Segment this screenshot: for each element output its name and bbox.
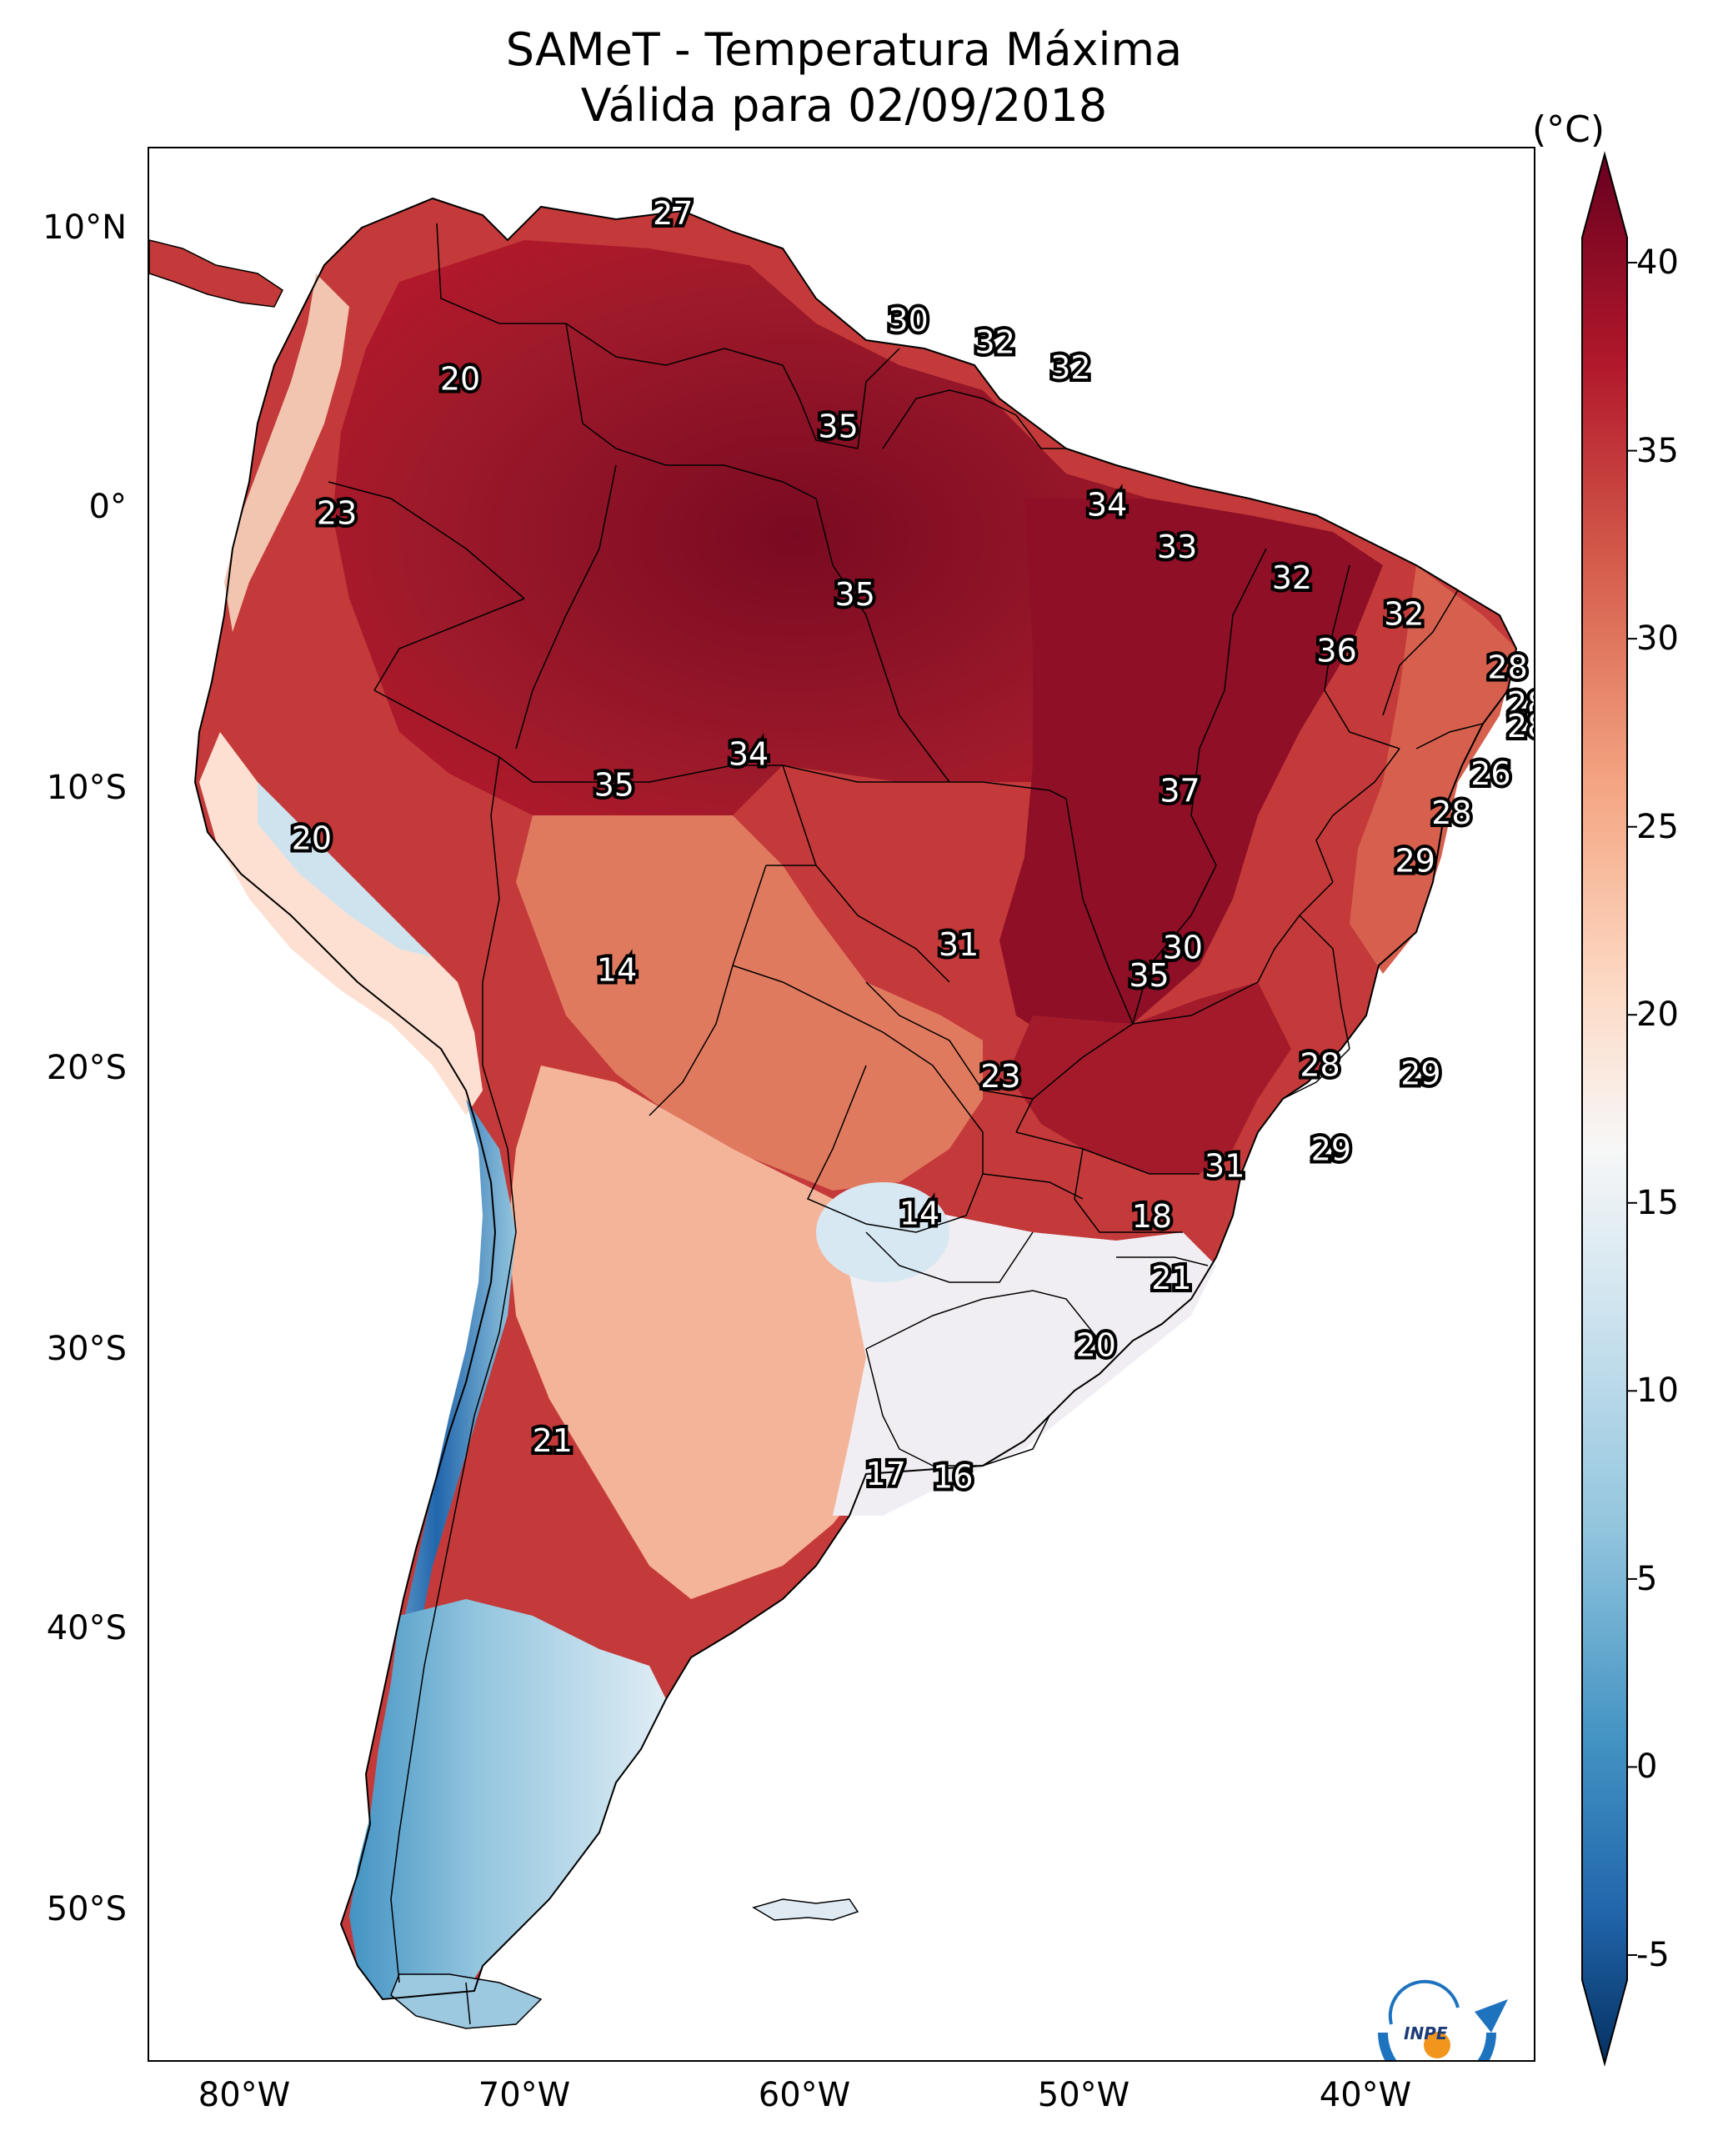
lat-label-10n: 10°N — [43, 208, 127, 247]
temperature-label: 32 — [1272, 559, 1312, 596]
colorbar-tick-label: 15 — [1636, 1183, 1679, 1222]
colorbar-ticks — [1627, 262, 1637, 1956]
temperature-label: 18 — [1132, 1198, 1172, 1235]
map-subtitle: Válida para 02/09/2018 — [580, 79, 1108, 132]
region-patagonia — [349, 1599, 666, 1999]
temperature-label: 28 — [1431, 795, 1471, 831]
temperature-label: 31 — [1205, 1148, 1245, 1185]
temperature-label: 14 — [899, 1196, 939, 1232]
temperature-label: 34 — [1087, 487, 1127, 524]
map-panel: 2730323220353423333235323628282834263537… — [148, 147, 1535, 2062]
temperature-label: 33 — [1157, 529, 1197, 565]
temperature-label: 28 — [1507, 685, 1535, 722]
region-central-warm — [516, 815, 983, 1191]
temperature-label: 35 — [1129, 957, 1169, 994]
temperature-label: 20 — [440, 360, 480, 397]
lon-label-60w: 60°W — [758, 2076, 851, 2114]
lat-label-40s: 40°S — [46, 1609, 127, 1647]
temperature-label: 28 — [1507, 708, 1535, 745]
colorbar-tick-label: 10 — [1636, 1371, 1679, 1411]
colorbar-tick-label: 30 — [1636, 619, 1679, 659]
map-title: SAMeT - Temperatura Máxima — [505, 23, 1183, 76]
temperature-label: 30 — [1163, 930, 1203, 966]
temperature-label: 26 — [1470, 755, 1510, 792]
region-east-coast-mild — [1350, 565, 1516, 974]
temperature-label: 28 — [1487, 649, 1527, 686]
region-andes-colombia — [224, 273, 349, 632]
temperature-label: 29 — [1395, 842, 1435, 879]
lon-label-50w: 50°W — [1037, 2076, 1130, 2114]
lat-label-10s: 10°S — [46, 769, 127, 807]
temperature-label: 20 — [1076, 1327, 1116, 1364]
colorbar-body — [1581, 151, 1628, 2067]
region-central-america — [149, 239, 283, 308]
colorbar-tick-label: -5 — [1636, 1936, 1670, 1974]
temperature-label: 32 — [975, 324, 1015, 361]
colorbar-unit: (°C) — [1532, 108, 1605, 151]
region-andes-peru-cold — [258, 782, 433, 957]
temperature-label: 23 — [980, 1058, 1020, 1095]
political-borders — [328, 223, 1484, 2025]
region-paraguay-cool — [816, 1182, 949, 1282]
temperature-label: 27 — [653, 195, 693, 232]
colorbar — [1581, 151, 1637, 2067]
island-tierra-del-fuego — [390, 1973, 543, 2029]
lon-label-80w: 80°W — [198, 2076, 291, 2114]
colorbar-tick-label: 25 — [1636, 807, 1679, 846]
temperature-label: 20 — [292, 820, 332, 856]
temperature-label: 29 — [1311, 1131, 1351, 1167]
lat-label-50s: 50°S — [46, 1890, 127, 1928]
temperature-label: 32 — [1050, 349, 1090, 386]
temperature-label: 14 — [597, 951, 637, 988]
region-southeast-hot — [1008, 982, 1291, 1174]
temperature-label: 37 — [1160, 772, 1200, 809]
lon-label-70w: 70°W — [478, 2076, 571, 2114]
temperature-label: 17 — [866, 1456, 906, 1492]
lon-label-40w: 40°W — [1319, 2076, 1412, 2114]
colorbar-tick-label: 35 — [1636, 431, 1679, 470]
temperature-map: 2730323220353423333235323628282834263537… — [149, 192, 1535, 2029]
region-northeast-hot — [999, 499, 1383, 1049]
temperature-label: 21 — [533, 1422, 573, 1459]
inpe-logo-graphic: INPE — [1378, 1979, 1508, 2060]
temperature-label: 29 — [1400, 1055, 1440, 1092]
inpe-logo-text: INPE — [1404, 2023, 1448, 2043]
lat-label-30s: 30°S — [46, 1330, 127, 1368]
island-falklands — [752, 1898, 859, 1921]
colorbar-tick-label: 40 — [1636, 243, 1679, 282]
temperature-label: 35 — [818, 409, 858, 445]
temperature-label: 16 — [933, 1459, 973, 1496]
colorbar-tick-label: 20 — [1636, 995, 1679, 1035]
temperature-label: 30 — [888, 302, 928, 338]
region-uruguay-cool — [833, 1191, 1216, 1516]
temperature-label: 31 — [939, 926, 979, 963]
temperature-label: 28 — [1300, 1047, 1340, 1084]
temperature-label: 23 — [317, 495, 357, 532]
lat-label-0: 0° — [88, 488, 127, 526]
region-amazon-hot — [333, 240, 1258, 832]
temperature-label: 36 — [1316, 632, 1356, 669]
colorbar-tick-label: 0 — [1636, 1747, 1658, 1787]
temperature-label: 34 — [729, 736, 769, 773]
coastline — [193, 197, 1518, 2001]
colorbar-tick-label: 5 — [1636, 1559, 1658, 1598]
temperature-label: 35 — [835, 576, 875, 613]
temperature-label: 32 — [1384, 596, 1424, 633]
inpe-logo: INPE — [1366, 1974, 1516, 2060]
temperature-label: 21 — [1151, 1260, 1191, 1296]
lat-label-20s: 20°S — [46, 1049, 127, 1087]
temperature-label: 35 — [594, 767, 634, 804]
temperature-labels: 2730323220353423333235323628282834263537… — [288, 192, 1535, 1498]
